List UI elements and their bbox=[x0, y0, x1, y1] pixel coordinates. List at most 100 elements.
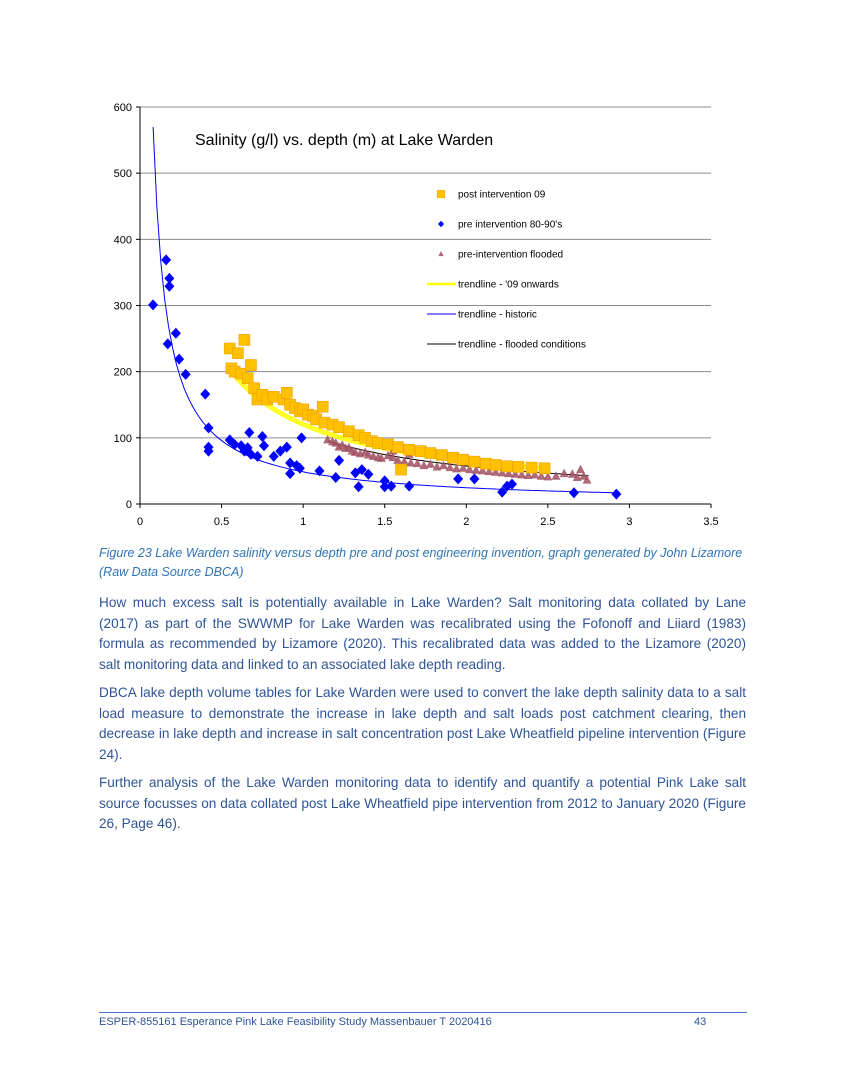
point-triangle bbox=[438, 460, 448, 470]
y-tick-labels: 0 100 200 300 400 500 600 bbox=[114, 102, 132, 511]
point-triangle bbox=[491, 467, 501, 476]
x-tick-label: 2.5 bbox=[540, 516, 555, 528]
point-square bbox=[457, 453, 469, 466]
point-diamond bbox=[334, 454, 345, 466]
paragraph-2: DBCA lake depth volume tables for Lake W… bbox=[99, 685, 746, 762]
axes bbox=[136, 106, 712, 508]
data-points bbox=[148, 254, 622, 500]
x-tick-label: 1 bbox=[300, 516, 306, 528]
point-diamond bbox=[356, 464, 367, 476]
point-diamond bbox=[404, 480, 415, 492]
y-tick-label: 500 bbox=[114, 168, 132, 180]
y-tick-label: 300 bbox=[114, 301, 132, 313]
point-triangle bbox=[406, 457, 416, 467]
legend-label: pre-intervention flooded bbox=[458, 250, 563, 261]
point-triangle bbox=[551, 471, 561, 480]
point-diamond bbox=[314, 465, 325, 477]
point-triangle bbox=[523, 470, 533, 480]
point-triangle bbox=[567, 469, 577, 478]
y-tick-label: 100 bbox=[114, 433, 132, 445]
point-square bbox=[512, 461, 525, 473]
legend-triangle-icon bbox=[438, 251, 444, 257]
legend-marker bbox=[438, 220, 444, 228]
point-triangle bbox=[425, 459, 435, 468]
point-square bbox=[538, 462, 551, 475]
point-diamond bbox=[330, 472, 341, 484]
point-square bbox=[241, 372, 254, 385]
point-diamond bbox=[229, 438, 240, 450]
point-square bbox=[382, 438, 394, 451]
legend-diamond-icon bbox=[438, 220, 444, 228]
x-tick-label: 3 bbox=[626, 516, 632, 528]
point-triangle bbox=[504, 468, 514, 478]
point-square bbox=[436, 449, 448, 461]
point-diamond bbox=[294, 462, 305, 474]
point-triangle bbox=[376, 453, 386, 462]
point-triangle bbox=[497, 467, 507, 477]
point-diamond bbox=[275, 445, 286, 457]
point-square bbox=[403, 443, 415, 456]
legend-label: trendline - flooded conditions bbox=[458, 340, 586, 351]
point-square bbox=[391, 441, 404, 453]
paragraph-3: Further analysis of the Lake Warden moni… bbox=[99, 775, 746, 831]
point-triangle bbox=[484, 466, 494, 476]
point-diamond bbox=[379, 481, 390, 493]
y-tick-label: 600 bbox=[114, 102, 132, 114]
page-number: 43 bbox=[694, 1016, 707, 1028]
point-diamond bbox=[203, 422, 214, 434]
point-triangle bbox=[572, 472, 582, 482]
point-triangle bbox=[582, 475, 592, 484]
figure-caption: Figure 23 Lake Warden salinity versus de… bbox=[99, 546, 743, 579]
legend-square-icon bbox=[436, 189, 446, 199]
salinity-depth-chart: 0 0.5 1 1.5 2 2.5 3 3.5 0 100 200 300 400 500 600 Sal… bbox=[114, 102, 719, 528]
point-square bbox=[245, 359, 257, 371]
point-diamond bbox=[285, 468, 296, 480]
point-diamond bbox=[497, 486, 508, 498]
point-triangle bbox=[478, 465, 488, 475]
point-diamond bbox=[180, 368, 191, 380]
point-diamond bbox=[453, 473, 464, 485]
x-tick-label: 2 bbox=[463, 516, 469, 528]
point-square bbox=[501, 460, 513, 473]
point-triangle bbox=[458, 463, 468, 472]
point-triangle bbox=[412, 458, 422, 468]
point-diamond bbox=[162, 338, 173, 350]
point-triangle bbox=[399, 456, 409, 466]
point-triangle bbox=[419, 460, 429, 470]
point-triangle bbox=[465, 464, 475, 474]
point-triangle bbox=[543, 471, 553, 481]
legend-marker bbox=[438, 251, 444, 257]
point-diamond bbox=[353, 481, 364, 493]
point-diamond bbox=[174, 353, 185, 365]
point-square bbox=[238, 334, 251, 346]
point-square bbox=[232, 347, 244, 359]
legend: post intervention 09 pre intervention 80-… bbox=[427, 190, 586, 351]
point-triangle bbox=[393, 455, 403, 464]
point-square bbox=[424, 447, 437, 459]
legend-marker bbox=[436, 189, 446, 199]
point-diamond bbox=[164, 272, 175, 284]
point-triangle bbox=[383, 450, 393, 460]
y-tick-label: 200 bbox=[114, 367, 132, 379]
point-triangle bbox=[517, 469, 527, 479]
point-diamond bbox=[161, 254, 172, 266]
x-tick-label: 1.5 bbox=[377, 516, 392, 528]
point-diamond bbox=[386, 480, 397, 492]
point-diamond bbox=[296, 432, 307, 444]
point-square bbox=[414, 445, 427, 457]
point-square bbox=[525, 461, 538, 474]
x-tick-label: 3.5 bbox=[703, 516, 718, 528]
legend-label: post intervention 09 bbox=[458, 190, 546, 201]
footer-document-id: ESPER-855161 Esperance Pink Lake Feasibi… bbox=[99, 1016, 492, 1028]
point-diamond bbox=[379, 475, 390, 487]
point-triangle bbox=[559, 468, 569, 478]
point-diamond bbox=[611, 488, 622, 500]
point-triangle bbox=[536, 471, 546, 480]
point-square bbox=[343, 425, 355, 438]
point-square bbox=[489, 459, 502, 471]
point-diamond bbox=[568, 487, 579, 499]
x-tick-label: 0.5 bbox=[214, 516, 229, 528]
legend-label: trendline - '09 onwards bbox=[458, 280, 559, 291]
point-square bbox=[333, 421, 345, 434]
point-diamond bbox=[363, 468, 374, 480]
